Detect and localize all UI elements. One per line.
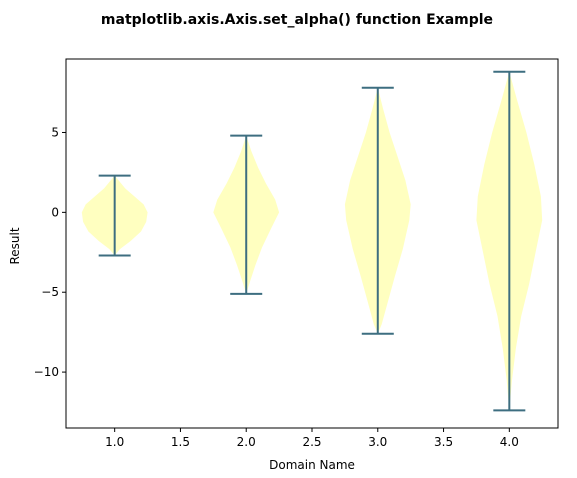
x-tick-label-3: 2.0 [237,435,256,449]
y-tick-label-4: −10 [34,365,59,379]
plot-area: 1.0 1.5 2.0 2.5 3.0 3.5 4.0 5 0 −5 −10 [34,58,559,449]
x-tick-label-1: 1.0 [105,435,124,449]
x-tick-label-6: 3.5 [434,435,453,449]
x-tick-label-2: 1.5 [171,435,190,449]
x-tick-label-7: 4.0 [500,435,519,449]
x-axis-label: Domain Name [269,458,355,472]
y-tick-label-1: 5 [51,125,59,139]
y-axis-label: Result [8,227,22,264]
y-tick-label-2: 0 [51,205,59,219]
x-tick-label-5: 3.0 [368,435,387,449]
x-tick-label-4: 2.5 [302,435,321,449]
chart-title: matplotlib.axis.Axis.set_alpha() functio… [101,12,493,28]
y-tick-label-3: −5 [41,285,59,299]
